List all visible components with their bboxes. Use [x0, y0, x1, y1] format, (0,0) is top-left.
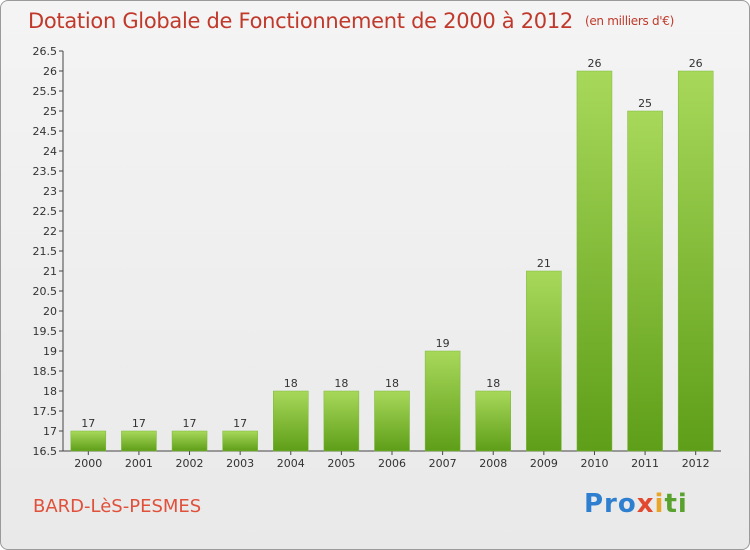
bar [70, 430, 107, 452]
y-tick-label: 17.5 [33, 405, 58, 418]
bar-value-label: 17 [132, 417, 146, 430]
x-tick-label: 2011 [631, 457, 659, 470]
title-text: Dotation Globale de Fonctionnement de 20… [28, 9, 573, 33]
bar [273, 390, 309, 452]
x-tick-label: 2010 [580, 457, 608, 470]
bar [374, 390, 410, 452]
bars: 17 17 17 17 18 18 18 19 18 21 26 25 26 [70, 57, 714, 452]
y-tick-label: 18 [43, 385, 57, 398]
bar [576, 70, 613, 452]
proxiti-logo: Proxiti [584, 489, 688, 519]
bar-value-label: 26 [587, 57, 601, 70]
y-tick-label: 26.5 [33, 45, 58, 58]
bar-value-label: 17 [81, 417, 95, 430]
bar-value-label: 18 [385, 377, 399, 390]
y-tick-label: 17 [43, 425, 57, 438]
y-tick-label: 20.5 [33, 285, 58, 298]
y-tick-label: 23.5 [33, 165, 58, 178]
x-tick-label: 2003 [226, 457, 254, 470]
bar-value-label: 19 [436, 337, 450, 350]
y-tick-label: 23 [43, 185, 57, 198]
bar [222, 430, 258, 452]
x-tick-label: 2006 [378, 457, 406, 470]
bar [121, 430, 157, 452]
x-tick-label: 2002 [176, 457, 204, 470]
y-tick-label: 22.5 [33, 205, 58, 218]
y-tick-label: 24 [43, 145, 57, 158]
x-axis: 2000 2001 2002 2003 2004 2005 2006 2007 2008 2009… [63, 450, 721, 470]
x-tick-label: 2004 [277, 457, 305, 470]
y-tick-label: 21 [43, 265, 57, 278]
bar-value-label: 26 [689, 57, 703, 70]
place-name: BARD-LèS-PESMES [33, 496, 202, 517]
bar [526, 270, 562, 452]
y-tick-label: 19 [43, 345, 57, 358]
bar-value-label: 17 [233, 417, 247, 430]
y-tick-label: 19.5 [33, 325, 58, 338]
unit-label: (en milliers d'€) [584, 14, 674, 28]
x-tick-label: 2005 [327, 457, 355, 470]
y-tick-label: 25.5 [33, 85, 58, 98]
bar [677, 70, 714, 452]
bar [627, 110, 663, 452]
y-tick-label: 25 [43, 105, 57, 118]
x-tick-label: 2000 [74, 457, 102, 470]
bar [171, 430, 208, 452]
bar-value-label: 17 [183, 417, 197, 430]
x-tick-label: 2008 [479, 457, 507, 470]
y-tick-label: 21.5 [33, 245, 58, 258]
x-tick-label: 2009 [530, 457, 558, 470]
x-tick-label: 2007 [429, 457, 457, 470]
x-tick-label: 2012 [682, 457, 710, 470]
chart-title: Dotation Globale de Fonctionnement de 20… [28, 9, 674, 33]
bar [323, 390, 360, 452]
bar-value-label: 25 [638, 97, 652, 110]
y-tick-label: 16.5 [33, 445, 58, 458]
y-tick-label: 18.5 [33, 365, 58, 378]
bar-value-label: 18 [334, 377, 348, 390]
bar [475, 390, 511, 452]
bar-value-label: 21 [537, 257, 551, 270]
y-tick-label: 26 [43, 65, 57, 78]
bar-value-label: 18 [486, 377, 500, 390]
y-tick-label: 22 [43, 225, 57, 238]
bar-value-label: 18 [284, 377, 298, 390]
bar [424, 350, 461, 452]
y-tick-label: 24.5 [33, 125, 58, 138]
x-tick-label: 2001 [125, 457, 153, 470]
y-axis: 16.5 17 17.5 18 18.5 19 19.5 20 20.5 21 21.5 22 22.5… [33, 45, 64, 458]
y-tick-label: 20 [43, 305, 57, 318]
